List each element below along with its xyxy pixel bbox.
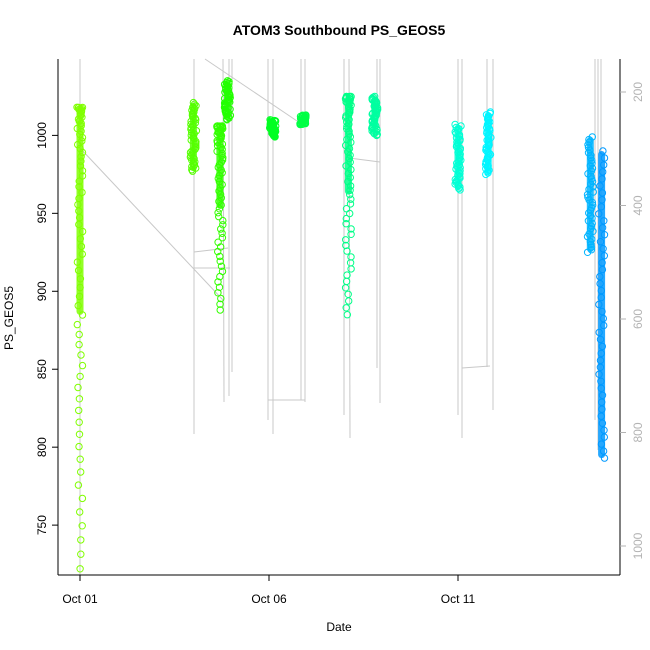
data-point [342,236,350,244]
y-tick-label: 800 [35,437,49,457]
altitude-trace [193,247,229,253]
data-point [219,216,227,225]
data-point-cluster [299,115,307,125]
data-point [342,214,350,223]
data-point [78,361,87,370]
data-point [347,225,355,233]
data-point [216,257,224,265]
x-tick-label: Oct 06 [251,592,287,606]
data-point [78,494,87,503]
data-point-cluster [223,80,231,120]
data-point [75,418,83,426]
data-point [343,311,351,319]
x-tick-label: Oct 01 [62,592,98,606]
data-point [217,262,226,270]
altitude-trace [348,157,381,163]
series-layer [73,58,609,575]
data-point [74,481,83,489]
data-point [347,265,355,273]
y2-tick-label: 1000 [631,532,645,559]
data-point [214,278,222,286]
data-point [77,536,85,544]
altitude-trace [79,147,224,301]
y2-tick-label: 200 [631,82,645,102]
data-point [215,212,223,221]
data-point [75,406,83,415]
data-point [75,395,84,403]
data-point [219,221,227,229]
data-point [215,283,224,291]
data-point [344,290,352,298]
y-axis-label: PS_GEOS5 [2,286,16,350]
data-point [347,230,355,239]
data-point [217,225,225,233]
data-point [76,455,84,463]
data-point [75,442,83,451]
data-point-cluster [454,124,462,190]
altitude-trace [461,365,491,369]
data-point [214,289,222,297]
data-point [77,351,85,359]
data-point [214,209,222,217]
y-tick-label: 950 [35,203,49,223]
y2-tick-label: 800 [631,422,645,442]
data-point-cluster [586,136,594,253]
y-tick-label: 1000 [35,122,49,149]
data-point-cluster [76,107,84,315]
data-point-cluster [371,96,379,136]
data-point [75,330,83,339]
x-tick-label: Oct 11 [441,592,476,606]
x-axis-label: Date [326,620,352,634]
data-point-cluster [598,151,606,459]
data-point [218,229,226,238]
data-point [346,209,354,218]
data-point [77,468,85,476]
data-point [216,306,224,314]
data-point [78,522,86,530]
chart-title: ATOM3 Southbound PS_GEOS5 [233,22,446,38]
y-tick-label: 900 [35,281,49,301]
data-point-cluster [189,102,197,172]
y2-tick-label: 400 [631,195,645,215]
data-point [75,340,83,349]
data-point [75,430,84,438]
data-point-cluster [484,112,492,175]
data-point-cluster [216,126,224,209]
data-point [342,220,350,228]
data-point-cluster [269,119,277,137]
data-point [346,200,355,208]
y-tick-label: 750 [35,515,49,535]
data-point [76,508,84,516]
y-tick-label: 850 [35,359,49,379]
data-point [342,304,350,312]
y2-tick-label: 600 [631,309,645,329]
data-point [341,284,350,292]
data-point [342,241,350,250]
data-point-cluster [344,96,352,195]
axes-layer: 750 800 850 900 950 1000 Oct 01 Oct 06 Oct 11 200… [35,59,645,606]
data-point [77,550,85,558]
data-point [74,383,82,392]
data-point [347,195,355,203]
data-point [73,320,82,329]
data-point [216,252,224,261]
altitude-trace [204,58,301,124]
data-point [343,247,351,255]
data-point [76,565,84,573]
data-point [214,247,222,256]
data-point [76,372,84,381]
data-point [216,272,224,281]
data-point [217,294,225,303]
data-point [216,300,224,308]
data-point [345,297,353,305]
data-point [218,234,227,242]
